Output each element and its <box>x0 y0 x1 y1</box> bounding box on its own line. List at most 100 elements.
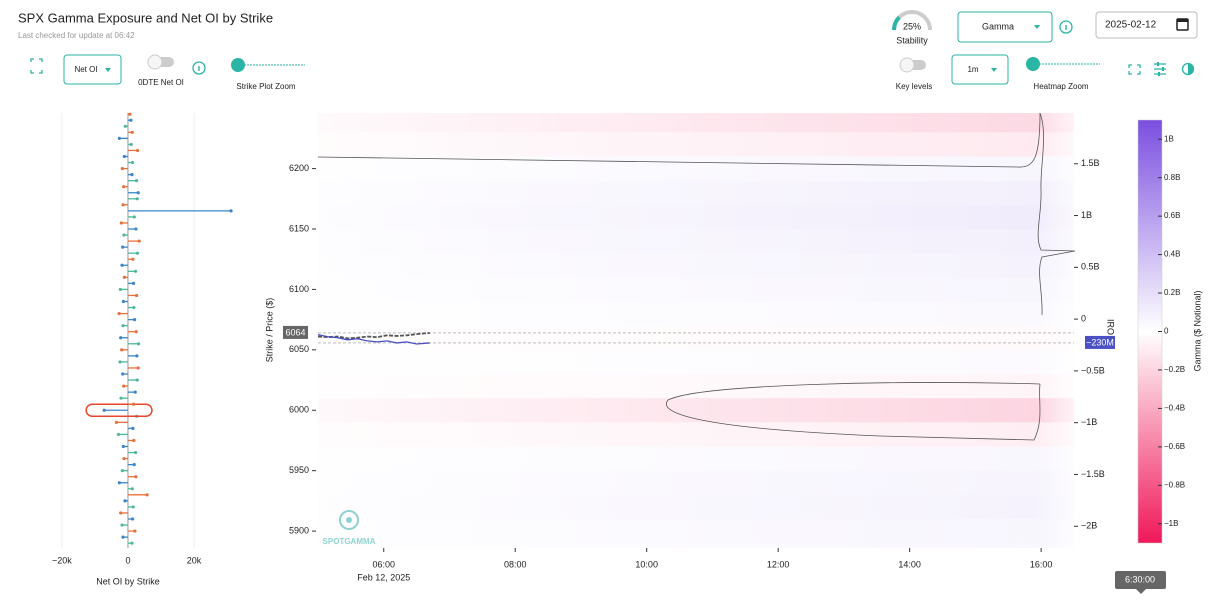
x-tick-label: 16:00 <box>1030 559 1053 569</box>
odte-label: 0DTE Net OI <box>138 78 184 87</box>
y2-tick-label: −1.5B <box>1081 469 1105 479</box>
bar-end <box>123 124 127 128</box>
bar-end <box>120 469 124 473</box>
oi-dropdown[interactable]: Net OI <box>63 54 122 85</box>
y2-tick-label: −0.5B <box>1081 365 1105 375</box>
strike-zoom-slider[interactable] <box>231 58 305 72</box>
expand-icon[interactable] <box>1128 64 1141 75</box>
y2-tick-label: 0.5B <box>1081 262 1100 272</box>
y2-tick-label: 1.5B <box>1081 158 1100 168</box>
bar-end <box>131 426 135 430</box>
x-axis-label: Net OI by Strike <box>96 576 160 586</box>
colorbar-tick-label: −0.2B <box>1164 365 1185 374</box>
bar-end <box>121 535 125 539</box>
bar-end <box>122 384 126 388</box>
bar-end <box>136 366 140 370</box>
bar-end <box>131 402 136 406</box>
tooltip-text: 6:30:00 <box>1125 574 1155 584</box>
heat-row <box>318 229 1074 254</box>
y-tick-label: 5900 <box>289 525 309 535</box>
x-tick-label: 20k <box>187 555 202 565</box>
colorbar-tick-label: −0.8B <box>1164 480 1185 489</box>
bar-end <box>131 257 135 261</box>
bar-end <box>118 360 122 364</box>
bar-end <box>135 148 140 153</box>
heat-row <box>318 543 1074 548</box>
bar-end <box>132 305 136 310</box>
heat-row <box>318 253 1074 278</box>
bar-end <box>132 318 137 322</box>
bar-end <box>123 499 127 503</box>
bar-end <box>133 529 137 533</box>
gamma-badge-text: −230M <box>1086 337 1114 347</box>
y-tick-label: 6000 <box>289 405 309 415</box>
bar-end <box>130 173 134 177</box>
y-tick-label: 6200 <box>289 163 309 173</box>
bar-end <box>130 541 134 545</box>
theme-icon[interactable] <box>1181 62 1195 76</box>
bar-end <box>134 293 139 298</box>
x-tick-label: 10:00 <box>635 559 658 569</box>
tooltip: 6:30:00 <box>1115 571 1166 594</box>
bar-end <box>119 336 123 340</box>
bar-end <box>120 166 124 171</box>
heat-row <box>318 349 1074 374</box>
colorbar-tick-label: 1B <box>1164 134 1174 143</box>
heat-row <box>318 494 1074 519</box>
bar-end <box>118 287 122 292</box>
bar-end <box>132 438 136 443</box>
heat-row <box>318 398 1074 423</box>
y2-tick-label: −1B <box>1081 417 1097 427</box>
bar-end <box>121 245 125 249</box>
watermark-text: SPOTGAMMA <box>323 537 376 546</box>
metric-dropdown[interactable]: Gamma <box>957 11 1053 43</box>
key-levels-toggle[interactable] <box>899 57 926 73</box>
y-tick-label: 5950 <box>289 465 309 475</box>
date-label: Feb 12, 2025 <box>357 572 410 582</box>
bar-end <box>119 511 123 515</box>
heat-row <box>318 422 1074 447</box>
date-picker[interactable]: 2025-02-12 <box>1095 11 1198 39</box>
y2-axis-label: IRO <box>1106 319 1116 335</box>
gamma-line <box>317 334 430 345</box>
colorbar-label: Gamma ($ Notional) <box>1192 290 1202 371</box>
bar-end <box>135 354 139 358</box>
heatmap-zoom-slider[interactable] <box>1026 57 1100 71</box>
interval-dropdown[interactable]: 1m <box>951 54 1009 85</box>
bar-end <box>121 372 125 376</box>
bar-end <box>102 408 106 412</box>
bar-end <box>130 517 135 521</box>
bar-end <box>130 130 134 134</box>
heat-row <box>318 277 1074 302</box>
heat-row <box>318 519 1074 544</box>
bar-end <box>121 203 125 207</box>
expand-icon[interactable] <box>30 58 43 74</box>
bar-end <box>128 112 132 116</box>
colorbar-tick-label: 0.4B <box>1164 250 1180 259</box>
colorbar-tick-label: −0.4B <box>1164 404 1185 413</box>
bar-end <box>133 450 138 455</box>
heat-row <box>318 132 1074 157</box>
colorbar-tick-label: −0.6B <box>1164 442 1185 451</box>
heat-row <box>318 374 1074 399</box>
contours <box>317 112 1076 441</box>
odte-toggle[interactable] <box>147 54 174 70</box>
bar-end <box>122 456 126 461</box>
info-icon[interactable] <box>192 61 206 75</box>
bar-end <box>134 179 139 183</box>
metric-value: Gamma <box>982 21 1014 31</box>
date-value: 2025-02-12 <box>1105 20 1157 31</box>
bar-end <box>133 269 138 273</box>
key-levels-label: Key levels <box>896 82 932 91</box>
info-icon[interactable] <box>1059 20 1073 34</box>
bar-end <box>122 233 126 237</box>
x-tick-label: −20k <box>52 555 72 565</box>
settings-icon[interactable] <box>1154 62 1166 76</box>
bar-end <box>136 191 140 195</box>
price-badge-text: 6064 <box>285 327 305 337</box>
bar-end <box>122 275 126 279</box>
bar-end <box>117 481 121 485</box>
stability-gauge: 25% Stability <box>892 10 932 45</box>
bar-end <box>117 311 121 316</box>
